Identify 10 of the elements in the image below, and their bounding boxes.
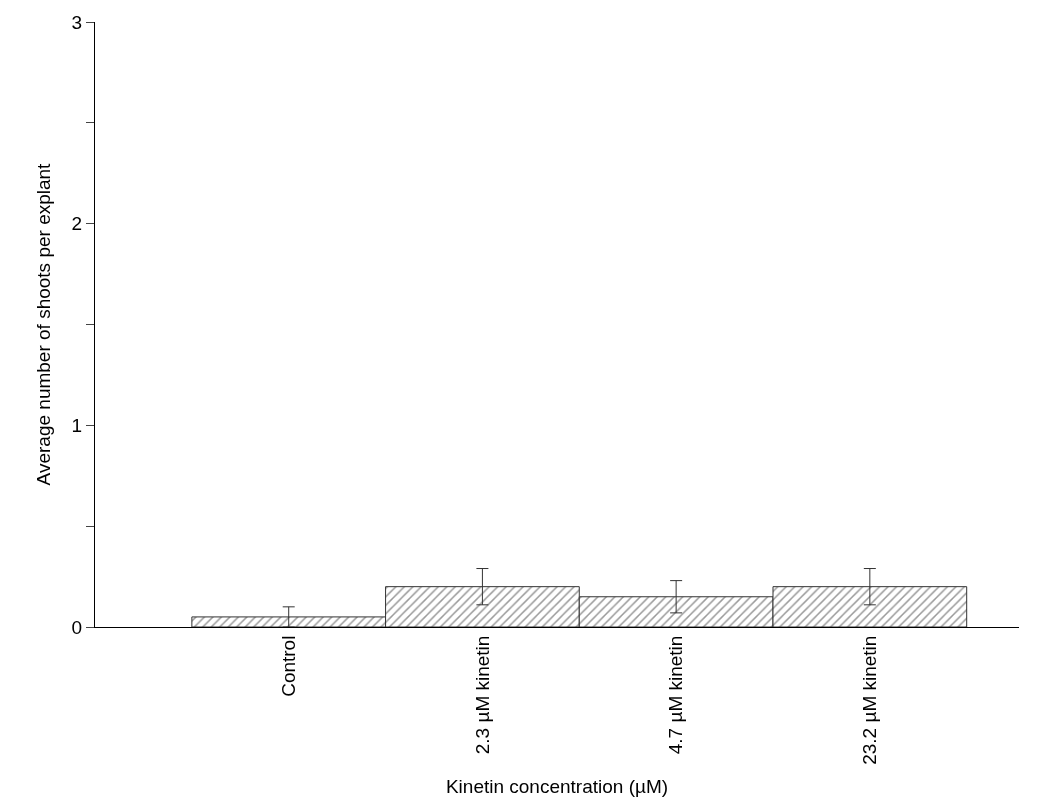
y-tick-label: 0	[71, 616, 83, 638]
y-axis-title: Average number of shoots per explant	[33, 162, 55, 486]
x-tick-label: 4.7 µM kinetin	[665, 635, 687, 755]
y-tick-label: 1	[71, 414, 83, 436]
y-tick-label: 2	[71, 213, 83, 235]
x-tick-label: 23.2 µM kinetin	[859, 635, 881, 765]
x-tick-label: 2.3 µM kinetin	[471, 635, 493, 755]
x-axis-title: Kinetin concentration (µM)	[445, 775, 669, 797]
x-tick-label: Control	[277, 635, 299, 697]
y-tick-label: 3	[71, 11, 83, 33]
